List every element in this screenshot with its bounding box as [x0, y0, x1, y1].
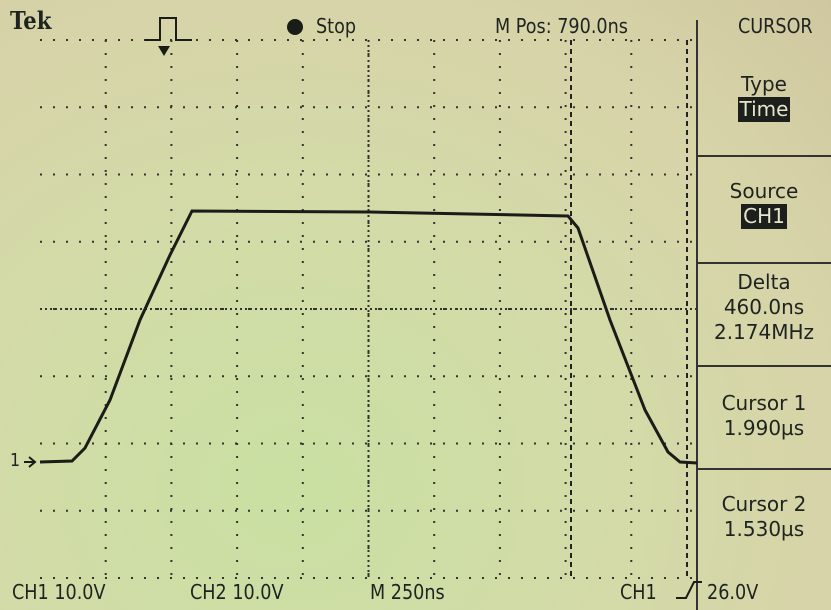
waveform	[39, 209, 698, 465]
menu-line: 460.0ns	[723, 295, 805, 319]
marker-arrow	[24, 456, 37, 468]
trigger-level: 26.0V	[707, 580, 759, 604]
menu-label: Type	[741, 72, 787, 96]
menu-item[interactable]: Source CH1	[697, 155, 831, 262]
ch2-scale: CH2 10.0V	[190, 580, 284, 604]
menu-line: 1.530µs	[723, 517, 805, 541]
menu-label: Cursor 2	[721, 492, 807, 516]
trigger-icon	[145, 17, 192, 41]
trigger-arrow	[158, 46, 170, 56]
run-state: Stop	[316, 14, 357, 38]
trigger-source: CH1	[620, 580, 657, 604]
menu-item[interactable]: Cursor 2 1.530µs	[697, 468, 831, 578]
menu-value: CH1	[741, 204, 787, 229]
menu-title: CURSOR	[738, 14, 813, 38]
slope-icon	[676, 581, 702, 599]
menu-line: 2.174MHz	[713, 320, 815, 344]
menu-item: Delta 460.0ns 2.174MHz	[697, 262, 831, 365]
menu-label: Delta	[737, 270, 791, 294]
channel-marker: 1	[10, 450, 21, 471]
menu-item[interactable]: Cursor 1 1.990µs	[697, 365, 831, 468]
timebase: M 250ns	[370, 580, 445, 604]
menu-line: 1.990µs	[723, 416, 805, 440]
menu-label: Source	[729, 179, 799, 203]
menu-label: Cursor 1	[721, 391, 807, 415]
menu-value: Time	[737, 97, 791, 122]
stop-dot	[287, 19, 303, 35]
ch1-scale: CH1 10.0V	[12, 580, 106, 604]
position: M Pos: 790.0ns	[495, 14, 628, 38]
brand: Tek	[10, 6, 52, 35]
menu-item[interactable]: Type Time	[697, 52, 831, 155]
